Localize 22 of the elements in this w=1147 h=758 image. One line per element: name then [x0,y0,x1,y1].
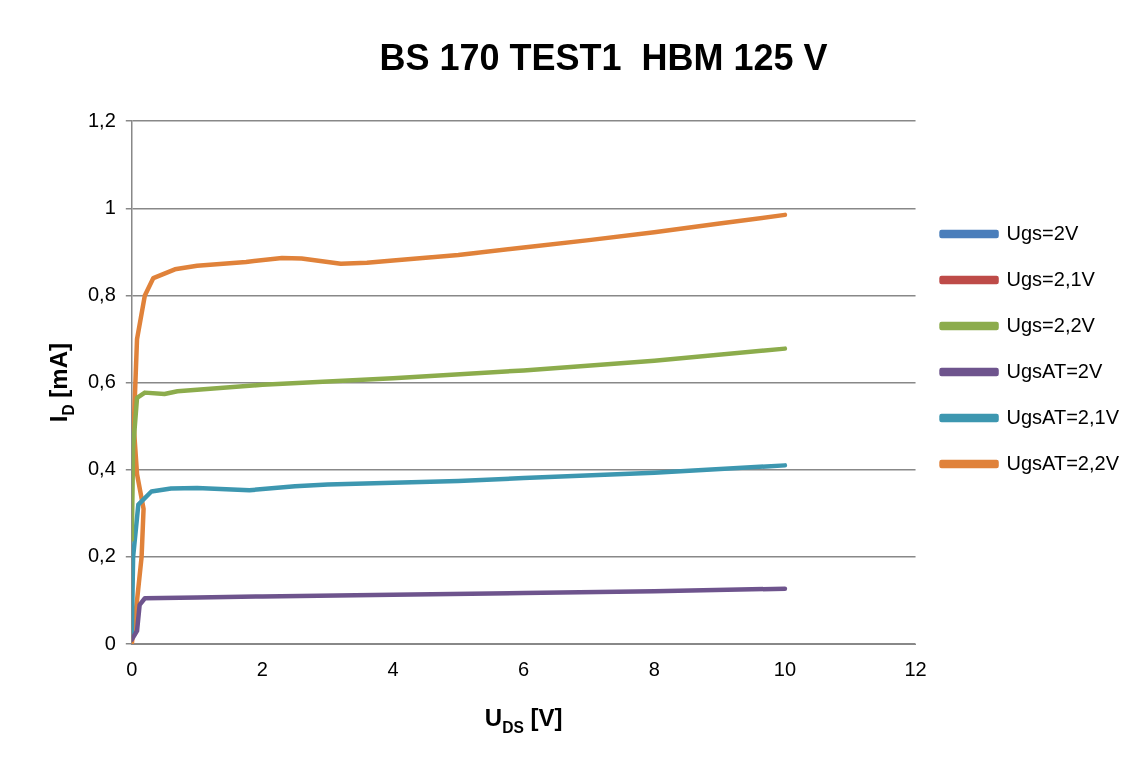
y-tick-label: 0,4 [87,457,116,480]
legend-label: UgsAT=2V [1006,359,1103,382]
y-axis-title: ID [mA] [44,342,77,423]
legend-label: Ugs=2V [1006,221,1079,244]
chart-title: BS 170 TEST1 HBM 125 V [379,36,828,78]
x-tick-label: 4 [387,657,399,680]
y-tick-label: 1,2 [87,108,116,131]
legend-label: UgsAT=2,2V [1006,451,1120,474]
x-tick-label: 12 [904,657,927,680]
y-tick-label: 0 [104,631,116,654]
x-tick-label: 6 [518,657,530,680]
x-tick-label: 8 [648,657,660,680]
y-tick-label: 0,6 [87,370,116,393]
y-tick-label: 0,8 [87,282,116,305]
legend-label: Ugs=2,1V [1006,267,1096,290]
x-tick-label: 10 [773,657,797,680]
y-tick-label: 1 [104,195,116,218]
x-tick-label: 0 [126,657,138,680]
legend-label: UgsAT=2,1V [1006,405,1120,428]
legend-label: Ugs=2,2V [1006,313,1096,336]
y-tick-label: 0,2 [87,544,116,567]
x-tick-label: 2 [256,657,268,680]
